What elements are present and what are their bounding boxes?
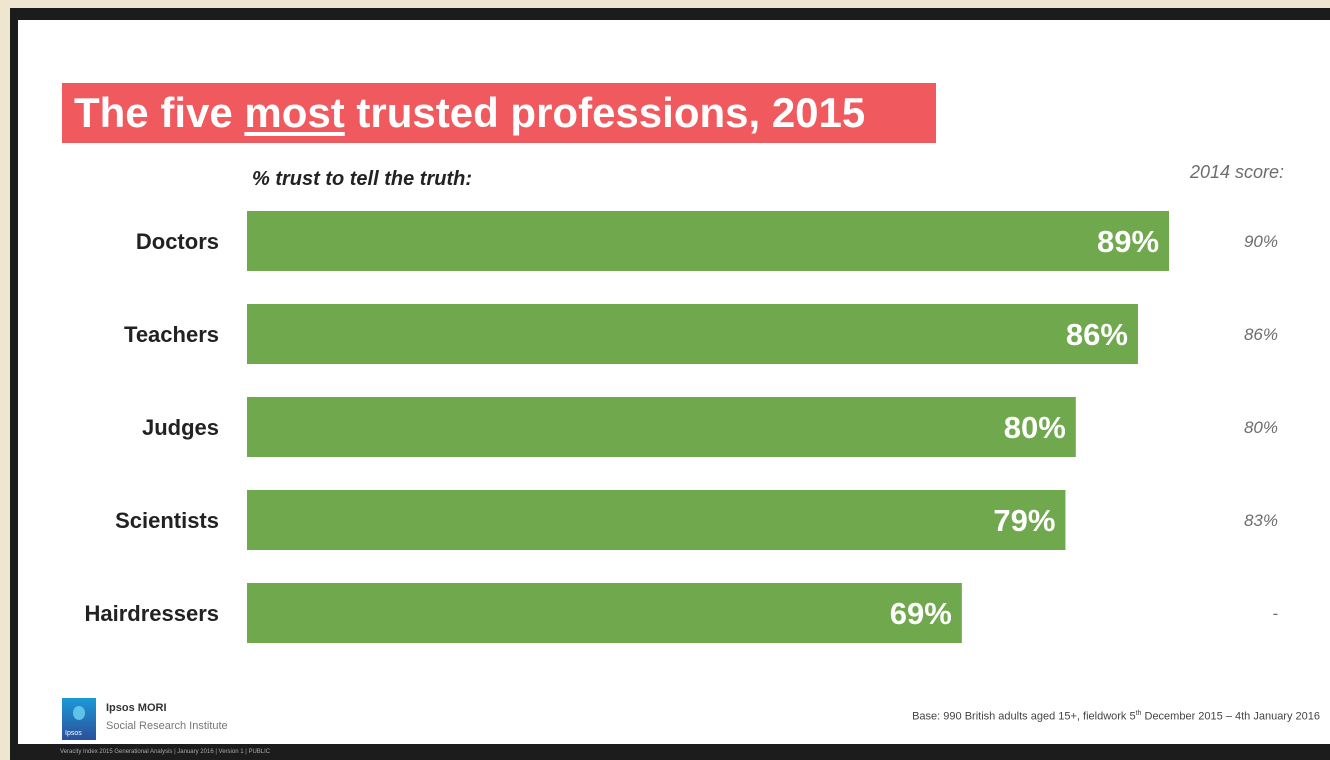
footer-strip: Veracity Index 2015 Generational Analysi… (60, 749, 271, 755)
footer-subbrand: Social Research Institute (106, 720, 228, 732)
value-label: 86% (1066, 317, 1128, 352)
footer-base-note: Base: 990 British adults aged 15+, field… (912, 710, 1320, 723)
title-pre: The five (74, 89, 245, 136)
bar (247, 211, 1170, 271)
category-label: Scientists (115, 508, 219, 533)
category-label: Hairdressers (84, 601, 219, 626)
title-post: trusted professions, 2015 (344, 89, 866, 136)
value-label: 80% (1004, 410, 1066, 445)
category-label: Teachers (124, 322, 219, 347)
ipsos-logo: Ipsos (62, 698, 96, 740)
title-emphasis: most (244, 89, 345, 136)
base-note-post: December 2015 – 4th January 2016 (1141, 710, 1320, 723)
category-label: Judges (142, 415, 219, 440)
bar (247, 490, 1066, 550)
value-label: 69% (890, 596, 952, 631)
base-note-pre: Base: 990 British adults aged 15+, field… (912, 710, 1136, 723)
footer-brand: Ipsos MORI (106, 702, 167, 714)
previous-score: 80% (1244, 418, 1278, 437)
previous-score: 90% (1244, 232, 1278, 251)
logo-eye-icon (73, 706, 85, 720)
bar (247, 304, 1138, 364)
previous-score: 83% (1244, 511, 1278, 530)
value-label: 79% (993, 503, 1055, 538)
category-label: Doctors (136, 229, 219, 254)
chart-subtitle: % trust to tell the truth: (252, 168, 472, 190)
previous-score-header: 2014 score: (1190, 162, 1285, 182)
previous-score: - (1272, 604, 1278, 623)
logo-lettermark: Ipsos (65, 730, 82, 737)
previous-score: 86% (1244, 325, 1278, 344)
chart-title: The five most trusted professions, 2015 (62, 83, 936, 143)
base-note-sup: th (1135, 710, 1142, 717)
bar (247, 583, 962, 643)
bar (247, 397, 1076, 457)
value-label: 89% (1097, 224, 1159, 259)
